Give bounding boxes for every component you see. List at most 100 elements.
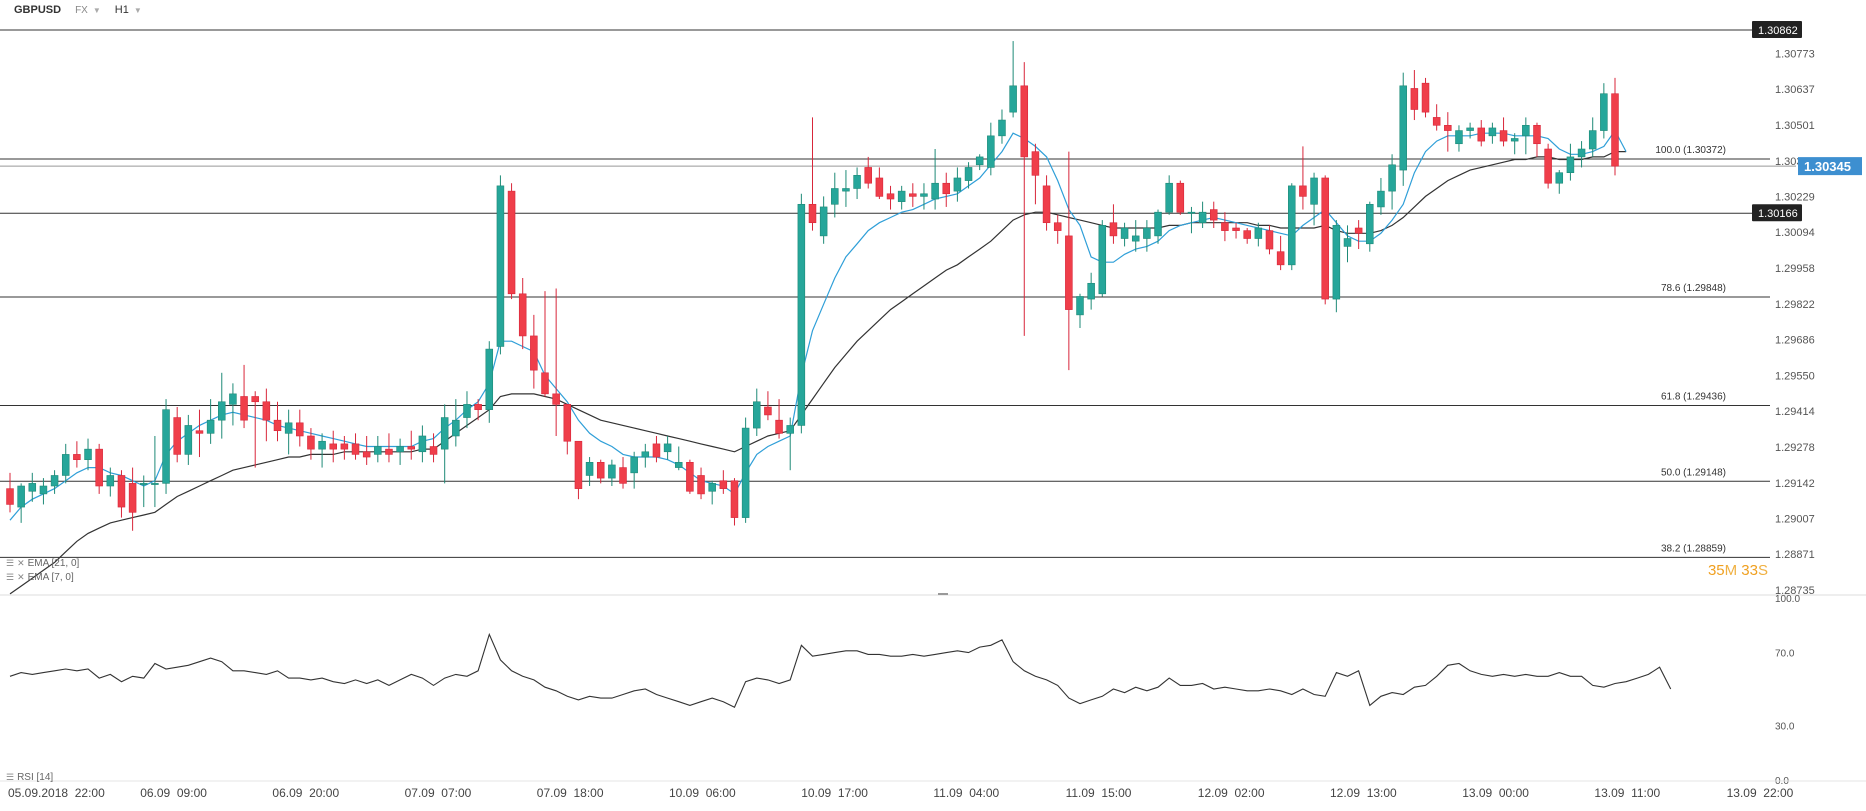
candle-body bbox=[920, 193, 928, 197]
timer-minutes-unit: M bbox=[1724, 562, 1738, 579]
level-tag-label: 1.30862 bbox=[1758, 25, 1798, 37]
level-tag bbox=[1752, 21, 1802, 38]
candle-body bbox=[184, 425, 193, 455]
candle-body bbox=[1421, 82, 1430, 113]
candle-body bbox=[340, 443, 349, 450]
candle-body bbox=[975, 156, 984, 166]
fib-level-label: 50.0 (1.29148) bbox=[1661, 467, 1726, 478]
price-axis-tick: 1.29550 bbox=[1775, 370, 1815, 382]
candle-body bbox=[1444, 125, 1452, 131]
time-axis-tick: 12.09 13:00 bbox=[1330, 786, 1397, 800]
candle-body bbox=[1555, 172, 1564, 184]
candle-body bbox=[1143, 227, 1151, 239]
candle-body bbox=[1031, 151, 1040, 176]
price-axis-tick: 1.29007 bbox=[1775, 513, 1815, 525]
candle-body bbox=[1120, 227, 1129, 239]
price-axis-tick: 1.30637 bbox=[1775, 84, 1815, 96]
candle-body bbox=[875, 177, 884, 197]
candle-body bbox=[1276, 251, 1285, 266]
time-axis-tick: 11.09 04:00 bbox=[933, 786, 999, 800]
chart-header: GBPUSD FX ▼ H1 ▼ bbox=[0, 0, 714, 20]
candle-body bbox=[195, 430, 204, 434]
candle-body bbox=[128, 483, 137, 513]
candle-body bbox=[418, 435, 427, 453]
price-axis-tick: 1.29822 bbox=[1775, 299, 1815, 311]
candle-body bbox=[61, 454, 70, 476]
candle-body bbox=[1265, 230, 1274, 250]
candle-body bbox=[251, 396, 259, 403]
timeframe-label: H1 bbox=[114, 4, 129, 16]
candle-body bbox=[218, 401, 226, 421]
candle-body bbox=[697, 475, 705, 495]
candle-body bbox=[619, 467, 627, 484]
current-price-tag bbox=[1798, 157, 1862, 176]
time-axis-tick: 06.09 20:00 bbox=[272, 786, 339, 800]
candle-body bbox=[1154, 211, 1162, 237]
candle-body bbox=[641, 451, 650, 458]
candle-body bbox=[1098, 225, 1107, 295]
candle-body bbox=[440, 417, 449, 450]
candle-body bbox=[864, 167, 872, 184]
candle-body bbox=[262, 401, 271, 421]
candle-body bbox=[1009, 85, 1017, 113]
ema-long-label: EMA [21, 0] bbox=[27, 558, 80, 569]
rsi-axis-tick: 100.0 bbox=[1775, 594, 1800, 605]
candle-body bbox=[931, 182, 939, 200]
candle-body bbox=[1065, 235, 1073, 310]
price-axis-tick: 1.30229 bbox=[1775, 192, 1815, 204]
close-icon[interactable]: ✕ bbox=[17, 558, 25, 568]
candle-body bbox=[452, 419, 460, 437]
candle-body bbox=[608, 464, 616, 479]
candle-body bbox=[842, 188, 850, 192]
candle-body bbox=[831, 188, 839, 205]
candle-body bbox=[753, 401, 761, 429]
candle-body bbox=[1354, 227, 1363, 234]
symbol-label[interactable]: GBPUSD bbox=[14, 4, 62, 16]
settings-icon[interactable]: ☰ bbox=[6, 772, 15, 782]
settings-icon[interactable]: ☰ bbox=[6, 572, 15, 582]
settings-icon[interactable]: ☰ bbox=[6, 558, 15, 568]
close-icon[interactable]: ✕ bbox=[17, 572, 25, 582]
candle-body bbox=[374, 446, 382, 455]
fib-level-label: 78.6 (1.29848) bbox=[1661, 283, 1726, 294]
ema-short-line bbox=[9, 129, 1627, 521]
chevron-down-icon: ▼ bbox=[133, 5, 142, 15]
candle-body bbox=[507, 190, 516, 295]
candle-body bbox=[1377, 190, 1385, 208]
price-axis-tick: 1.29686 bbox=[1775, 335, 1815, 347]
rsi-axis-tick: 70.0 bbox=[1775, 649, 1795, 660]
candle-body bbox=[173, 417, 181, 455]
candle-body bbox=[1053, 222, 1062, 231]
ema-long-indicator: ☰ ✕ EMA [21, 0] bbox=[6, 558, 79, 569]
candle-body bbox=[273, 419, 282, 432]
candle-body bbox=[808, 203, 817, 224]
candle-body bbox=[1544, 148, 1552, 184]
candle-body bbox=[1198, 211, 1207, 224]
candle-body bbox=[1388, 164, 1396, 192]
time-axis-tick: 13.09 22:00 bbox=[1727, 786, 1794, 800]
market-label: FX bbox=[75, 4, 88, 16]
rsi-axis-tick: 30.0 bbox=[1775, 721, 1795, 732]
candle-body bbox=[50, 475, 59, 487]
candle-body bbox=[775, 419, 783, 434]
candle-body bbox=[1288, 185, 1296, 266]
candle-body bbox=[362, 451, 371, 458]
candle-body bbox=[396, 446, 404, 453]
candle-body bbox=[1432, 117, 1441, 126]
candle-body bbox=[797, 203, 806, 426]
candle-body bbox=[663, 443, 672, 453]
candle-body bbox=[206, 419, 215, 434]
candle-body bbox=[351, 443, 360, 455]
candle-body bbox=[1232, 227, 1240, 231]
level-tag bbox=[1752, 204, 1802, 222]
candle-body bbox=[485, 348, 494, 410]
timeframe-dropdown[interactable]: H1 ▼ bbox=[115, 4, 142, 16]
candle-body bbox=[474, 404, 482, 410]
candle-body bbox=[1310, 177, 1318, 205]
price-axis-tick: 1.29414 bbox=[1775, 406, 1815, 418]
market-dropdown[interactable]: FX ▼ bbox=[75, 5, 101, 16]
candle-body bbox=[953, 177, 962, 192]
candle-body bbox=[106, 475, 115, 487]
candle-body bbox=[942, 182, 951, 195]
